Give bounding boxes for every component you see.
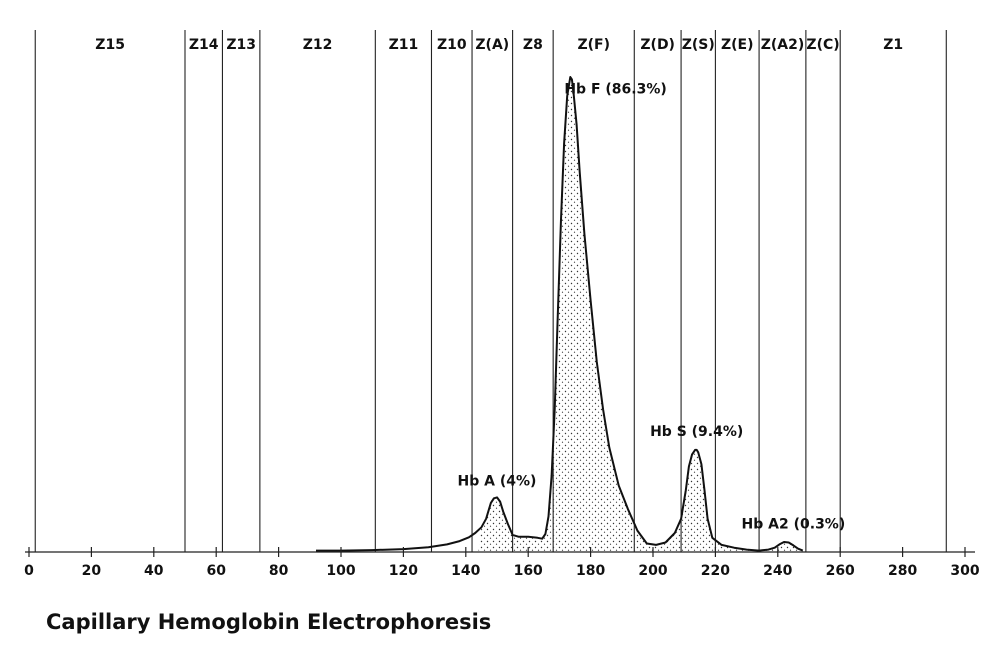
peak-label: Hb S (9.4%) (650, 424, 743, 440)
zone-labels: Z15 Z14 Z13 Z12 Z11 Z10 Z(A) Z8 Z(F) Z(D) Z(S) Z(E)… (95, 37, 903, 53)
x-tick-label: 60 (206, 563, 226, 579)
peak-fill (478, 77, 800, 552)
x-tick-label: 100 (326, 563, 355, 579)
zone-label: Z(D) (640, 37, 675, 53)
x-axis (25, 547, 975, 557)
x-tick-label: 180 (576, 563, 605, 579)
x-tick-label: 0 (24, 563, 34, 579)
x-tick-label: 140 (451, 563, 480, 579)
peak-label: Hb F (86.3%) (564, 81, 666, 97)
zone-label: Z10 (437, 37, 467, 53)
peak-fill-area (478, 77, 800, 552)
zone-label: Z(E) (721, 37, 754, 53)
x-axis-tick-labels: 0 20 40 60 80 100 120 140 160 180 200 220 240 260 280 3… (24, 563, 980, 579)
zone-label: Z15 (95, 37, 125, 53)
chart-title: Capillary Hemoglobin Electrophoresis (46, 610, 492, 634)
zone-label: Z(F) (577, 37, 610, 53)
x-tick-label: 280 (888, 563, 917, 579)
peak-label: Hb A (4%) (458, 474, 537, 490)
x-tick-label: 120 (389, 563, 418, 579)
series-line (316, 76, 804, 552)
zone-label: Z(S) (682, 37, 715, 53)
zone-label: Z12 (303, 37, 333, 53)
peak-label: Hb A2 (0.3%) (742, 517, 846, 533)
x-tick-label: 40 (144, 563, 164, 579)
x-tick-label: 160 (514, 563, 543, 579)
zone-label: Z(A) (475, 37, 509, 53)
x-tick-label: 200 (638, 563, 667, 579)
zone-label: Z(A2) (761, 37, 805, 53)
x-tick-label: 260 (826, 563, 855, 579)
zone-label: Z13 (226, 37, 256, 53)
zone-label: Z14 (189, 37, 219, 53)
electrophoresis-curve (316, 76, 804, 552)
zone-label: Z11 (389, 37, 419, 53)
zone-boundary-lines (34, 30, 947, 552)
x-tick-label: 20 (82, 563, 102, 579)
electrophoresis-chart: Z15 Z14 Z13 Z12 Z11 Z10 Z(A) Z8 Z(F) Z(D) Z(S) Z(E)… (24, 30, 980, 579)
x-tick-label: 300 (950, 563, 979, 579)
x-tick-label: 240 (763, 563, 792, 579)
zone-label: Z(C) (806, 37, 839, 53)
zone-label: Z1 (883, 37, 903, 53)
peak-labels: Hb A (4%) Hb F (86.3%) Hb S (9.4%) Hb A2 (0… (458, 81, 846, 532)
zone-label: Z8 (523, 37, 543, 53)
x-tick-label: 220 (701, 563, 730, 579)
x-tick-label: 80 (269, 563, 289, 579)
